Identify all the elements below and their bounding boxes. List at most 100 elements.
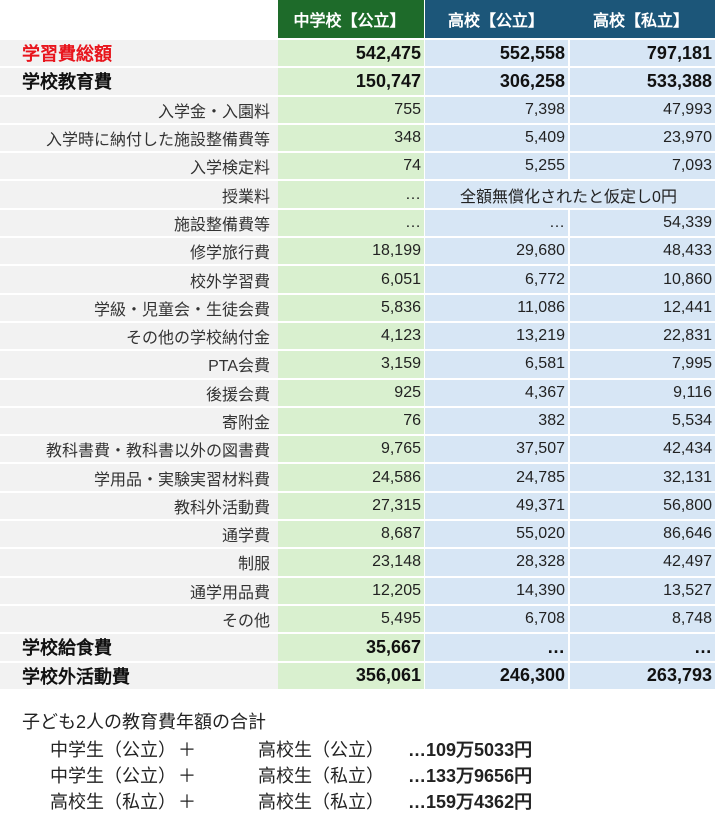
- value-high-public: …: [425, 634, 570, 663]
- table-row: 入学金・入園料 755 7,398 47,993: [0, 96, 715, 125]
- value-high-private: 42,434: [570, 436, 715, 465]
- table-row: 校外学習費 6,051 6,772 10,860: [0, 266, 715, 295]
- value-middle-public: 6,051: [278, 266, 425, 295]
- row-label: 教科外活動費: [0, 492, 278, 522]
- child-a: 高校生（私立）: [50, 792, 176, 812]
- value-high-private: 263,793: [570, 662, 715, 691]
- row-label: 校外学習費: [0, 266, 278, 295]
- value-high-public: 4,367: [425, 379, 570, 408]
- value-high-private: 9,116: [570, 379, 715, 408]
- row-label: 施設整備費等: [0, 209, 278, 239]
- child-b: 高校生（公立）: [258, 740, 384, 760]
- value-high-private: 797,181: [570, 40, 715, 69]
- two-children-summary: 子ども2人の教育費年額の合計 中学生（公立） ＋ 高校生（公立） …109万50…: [22, 708, 532, 814]
- table-row: 教科外活動費 27,315 49,371 56,800: [0, 492, 715, 522]
- summary-line: 高校生（私立） ＋ 高校生（私立） …159万4362円: [22, 788, 532, 814]
- value-middle-public: 5,495: [278, 605, 425, 635]
- summary-amount: …159万4362円: [408, 792, 533, 812]
- row-label: 教科書費・教科書以外の図書費: [0, 436, 278, 465]
- value-high-public: 24,785: [425, 464, 570, 493]
- value-high-public: 5,409: [425, 124, 570, 154]
- row-school-education: 学校教育費 150,747 306,258 533,388: [0, 68, 715, 97]
- value-high-private: 8,748: [570, 605, 715, 635]
- child-a: 中学生（公立）: [50, 740, 176, 760]
- education-cost-table: 中学校【公立】 高校【公立】 高校【私立】 学習費総額 542,475 552,…: [0, 0, 715, 691]
- row-label: 学校教育費: [0, 68, 278, 97]
- table-row: 学級・児童会・生徒会費 5,836 11,086 12,441: [0, 294, 715, 323]
- row-label: PTA会費: [0, 351, 278, 380]
- value-middle-public: 925: [278, 379, 425, 408]
- header-blank: [0, 0, 278, 40]
- value-middle-public: 356,061: [278, 662, 425, 691]
- row-label: 学級・児童会・生徒会費: [0, 294, 278, 323]
- row-label: 通学費: [0, 521, 278, 550]
- child-b: 高校生（私立）: [258, 792, 384, 812]
- row-label: 入学検定料: [0, 153, 278, 182]
- value-high-private: 10,860: [570, 266, 715, 295]
- value-high-public: 11,086: [425, 294, 570, 323]
- summary-amount: …109万5033円: [408, 740, 533, 760]
- row-label: 後援会費: [0, 379, 278, 408]
- header-row: 中学校【公立】 高校【公立】 高校【私立】: [0, 0, 715, 40]
- value-high-private: 86,646: [570, 521, 715, 550]
- value-middle-public: …: [278, 181, 425, 210]
- value-high-private: 12,441: [570, 294, 715, 323]
- row-label: 入学金・入園料: [0, 96, 278, 125]
- table-row: 後援会費 925 4,367 9,116: [0, 379, 715, 408]
- header-high-private: 高校【私立】: [570, 0, 715, 40]
- row-label: 制服: [0, 549, 278, 578]
- row-label: 学習費総額: [0, 40, 278, 69]
- table-row: 通学用品費 12,205 14,390 13,527: [0, 577, 715, 606]
- value-high-private: 56,800: [570, 492, 715, 522]
- value-high-public: 552,558: [425, 40, 570, 69]
- tuition-free-note: 全額無償化されたと仮定し0円: [425, 181, 715, 210]
- value-middle-public: 8,687: [278, 521, 425, 550]
- value-high-private: 42,497: [570, 549, 715, 578]
- row-school-lunch: 学校給食費 35,667 … …: [0, 634, 715, 663]
- header-middle-public: 中学校【公立】: [278, 0, 425, 40]
- value-middle-public: 18,199: [278, 238, 425, 267]
- value-high-public: 6,581: [425, 351, 570, 380]
- row-label: 寄附金: [0, 407, 278, 437]
- value-high-public: 37,507: [425, 436, 570, 465]
- plus-sign: ＋: [178, 766, 196, 786]
- value-high-private: 32,131: [570, 464, 715, 493]
- value-high-public: 382: [425, 407, 570, 437]
- value-high-private: 7,995: [570, 351, 715, 380]
- value-high-public: 6,772: [425, 266, 570, 295]
- row-label: 学校給食費: [0, 634, 278, 663]
- row-label: 修学旅行費: [0, 238, 278, 267]
- value-middle-public: 755: [278, 96, 425, 125]
- table-row: 通学費 8,687 55,020 86,646: [0, 521, 715, 550]
- table-row: PTA会費 3,159 6,581 7,995: [0, 351, 715, 380]
- value-high-public: 13,219: [425, 322, 570, 352]
- table-row: 制服 23,148 28,328 42,497: [0, 549, 715, 578]
- value-high-private: 5,534: [570, 407, 715, 437]
- table-row: 入学時に納付した施設整備費等 348 5,409 23,970: [0, 124, 715, 154]
- table-row: 寄附金 76 382 5,534: [0, 407, 715, 437]
- table-row: 修学旅行費 18,199 29,680 48,433: [0, 238, 715, 267]
- value-high-public: 7,398: [425, 96, 570, 125]
- value-middle-public: 348: [278, 124, 425, 154]
- value-middle-public: 76: [278, 407, 425, 437]
- plus-sign: ＋: [178, 740, 196, 760]
- row-label: その他の学校納付金: [0, 322, 278, 352]
- value-high-public: …: [425, 209, 570, 239]
- table-row: 施設整備費等 … … 54,339: [0, 209, 715, 239]
- value-middle-public: 23,148: [278, 549, 425, 578]
- summary-amount: …133万9656円: [408, 766, 533, 786]
- table-row: その他 5,495 6,708 8,748: [0, 605, 715, 635]
- value-middle-public: …: [278, 209, 425, 239]
- value-high-public: 29,680: [425, 238, 570, 267]
- value-high-private: 23,970: [570, 124, 715, 154]
- summary-title: 子ども2人の教育費年額の合計: [22, 712, 267, 732]
- row-total: 学習費総額 542,475 552,558 797,181: [0, 40, 715, 69]
- value-high-public: 6,708: [425, 605, 570, 635]
- value-middle-public: 3,159: [278, 351, 425, 380]
- value-high-private: 7,093: [570, 153, 715, 182]
- child-b: 高校生（私立）: [258, 766, 384, 786]
- row-label: 学校外活動費: [0, 662, 278, 691]
- table-row: その他の学校納付金 4,123 13,219 22,831: [0, 322, 715, 352]
- summary-line: 中学生（公立） ＋ 高校生（私立） …133万9656円: [22, 762, 532, 788]
- value-middle-public: 9,765: [278, 436, 425, 465]
